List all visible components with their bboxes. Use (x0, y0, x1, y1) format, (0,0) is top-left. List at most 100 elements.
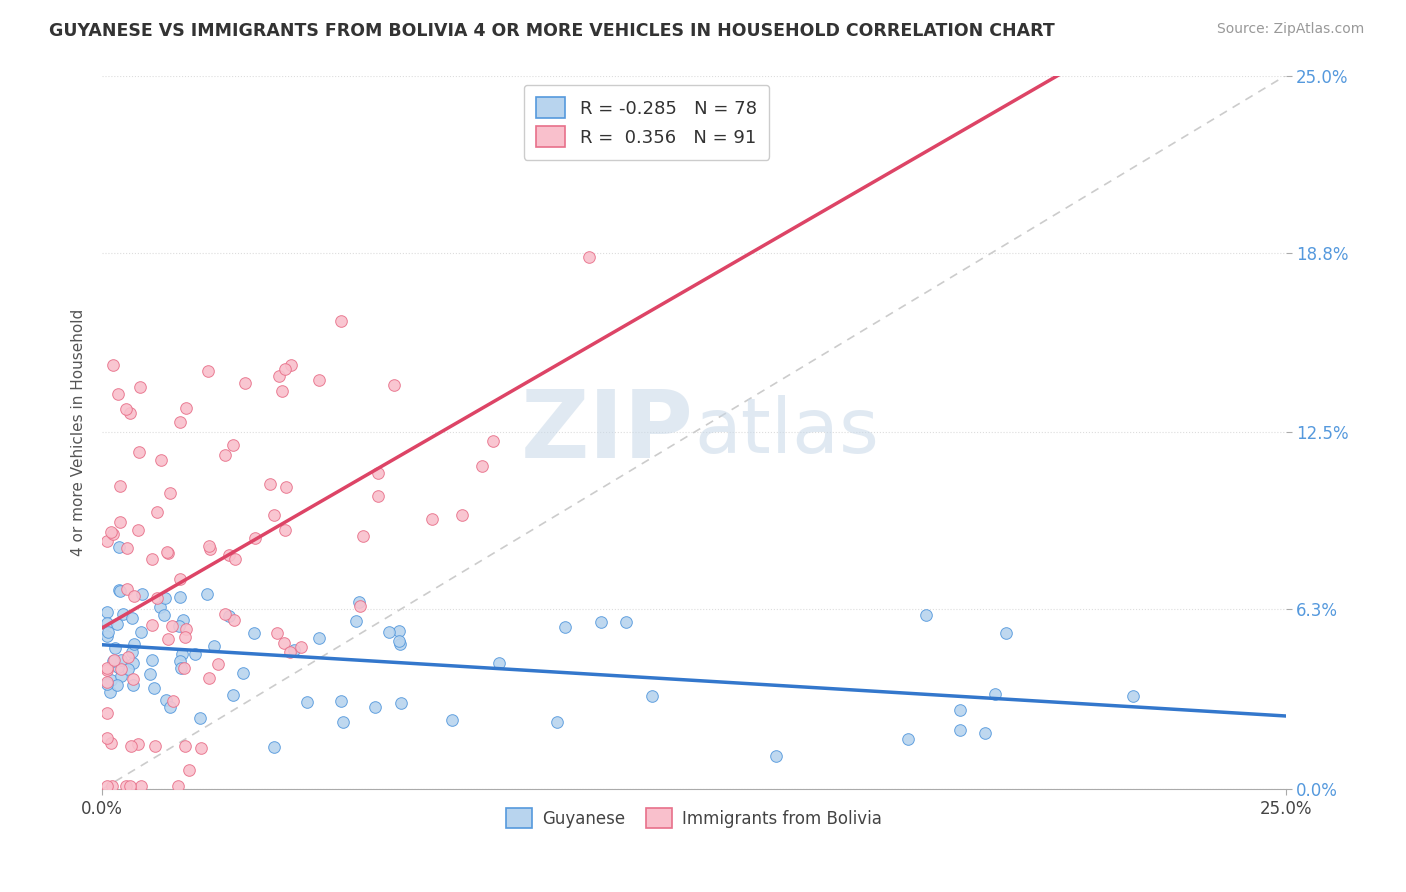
Point (96, 660, 118, 674)
Point (197, 540, 219, 554)
Point (308, 631, 330, 645)
Point (100, 673, 122, 687)
Point (96, 780, 118, 794)
Point (100, 525, 122, 540)
Point (176, 623, 198, 637)
Point (166, 780, 188, 794)
Point (110, 516, 132, 530)
Point (278, 645, 301, 659)
Point (273, 523, 295, 537)
Point (143, 739, 166, 753)
Point (578, 250, 600, 264)
Point (146, 505, 169, 519)
Point (388, 634, 411, 648)
Text: ZIP: ZIP (522, 386, 695, 478)
Point (267, 368, 290, 383)
Point (232, 666, 254, 681)
Point (283, 643, 305, 657)
Point (167, 618, 190, 632)
Point (98, 685, 121, 699)
Point (115, 780, 138, 794)
Point (994, 626, 1017, 640)
Point (450, 508, 472, 522)
Point (224, 613, 246, 627)
Point (973, 726, 995, 740)
Point (172, 613, 194, 627)
Point (198, 671, 221, 685)
Point (160, 619, 183, 633)
Point (546, 714, 568, 729)
Point (100, 736, 122, 750)
Point (131, 587, 153, 601)
Point (108, 584, 131, 599)
Point (177, 763, 200, 777)
Point (259, 477, 281, 491)
Point (243, 626, 266, 640)
Point (224, 552, 246, 566)
Point (153, 591, 176, 605)
Point (1122, 689, 1144, 703)
Point (127, 737, 149, 751)
Point (115, 582, 138, 596)
Point (173, 739, 195, 753)
Point (108, 479, 131, 493)
Point (159, 700, 181, 714)
Point (129, 380, 152, 394)
Point (169, 590, 191, 604)
Point (329, 314, 352, 328)
Point (274, 480, 297, 494)
Point (352, 528, 374, 542)
Point (765, 749, 787, 764)
Point (149, 600, 172, 615)
Point (207, 657, 229, 671)
Point (378, 625, 401, 640)
Point (155, 693, 177, 707)
Point (169, 572, 191, 586)
Point (169, 661, 191, 675)
Point (101, 526, 124, 541)
Point (174, 630, 197, 644)
Point (263, 740, 285, 755)
Legend: Guyanese, Immigrants from Bolivia: Guyanese, Immigrants from Bolivia (499, 802, 889, 834)
Point (117, 650, 139, 665)
Point (108, 540, 131, 554)
Point (949, 703, 972, 717)
Point (218, 548, 240, 562)
Point (290, 640, 312, 654)
Point (169, 654, 191, 668)
Point (263, 508, 285, 522)
Point (129, 625, 152, 640)
Point (344, 615, 367, 629)
Point (122, 656, 145, 670)
Point (121, 672, 143, 686)
Point (364, 700, 387, 714)
Point (420, 512, 443, 526)
Point (266, 625, 288, 640)
Point (271, 384, 294, 398)
Point (471, 458, 494, 473)
Point (103, 654, 125, 668)
Point (146, 591, 169, 606)
Text: atlas: atlas (695, 395, 879, 469)
Point (104, 640, 127, 655)
Y-axis label: 4 or more Vehicles in Household: 4 or more Vehicles in Household (72, 309, 86, 556)
Point (120, 780, 142, 794)
Point (156, 632, 179, 646)
Point (387, 624, 409, 638)
Point (190, 741, 212, 756)
Point (441, 714, 464, 728)
Point (159, 486, 181, 500)
Point (115, 541, 138, 555)
Point (170, 647, 193, 661)
Point (641, 689, 664, 703)
Point (214, 607, 236, 621)
Text: GUYANESE VS IMMIGRANTS FROM BOLIVIA 4 OR MORE VEHICLES IN HOUSEHOLD CORRELATION : GUYANESE VS IMMIGRANTS FROM BOLIVIA 4 OR… (49, 22, 1054, 40)
Point (589, 615, 612, 630)
Point (107, 386, 129, 401)
Point (117, 662, 139, 676)
Point (110, 669, 132, 683)
Point (96, 677, 118, 691)
Point (96, 629, 118, 643)
Point (984, 687, 1007, 701)
Point (914, 608, 936, 623)
